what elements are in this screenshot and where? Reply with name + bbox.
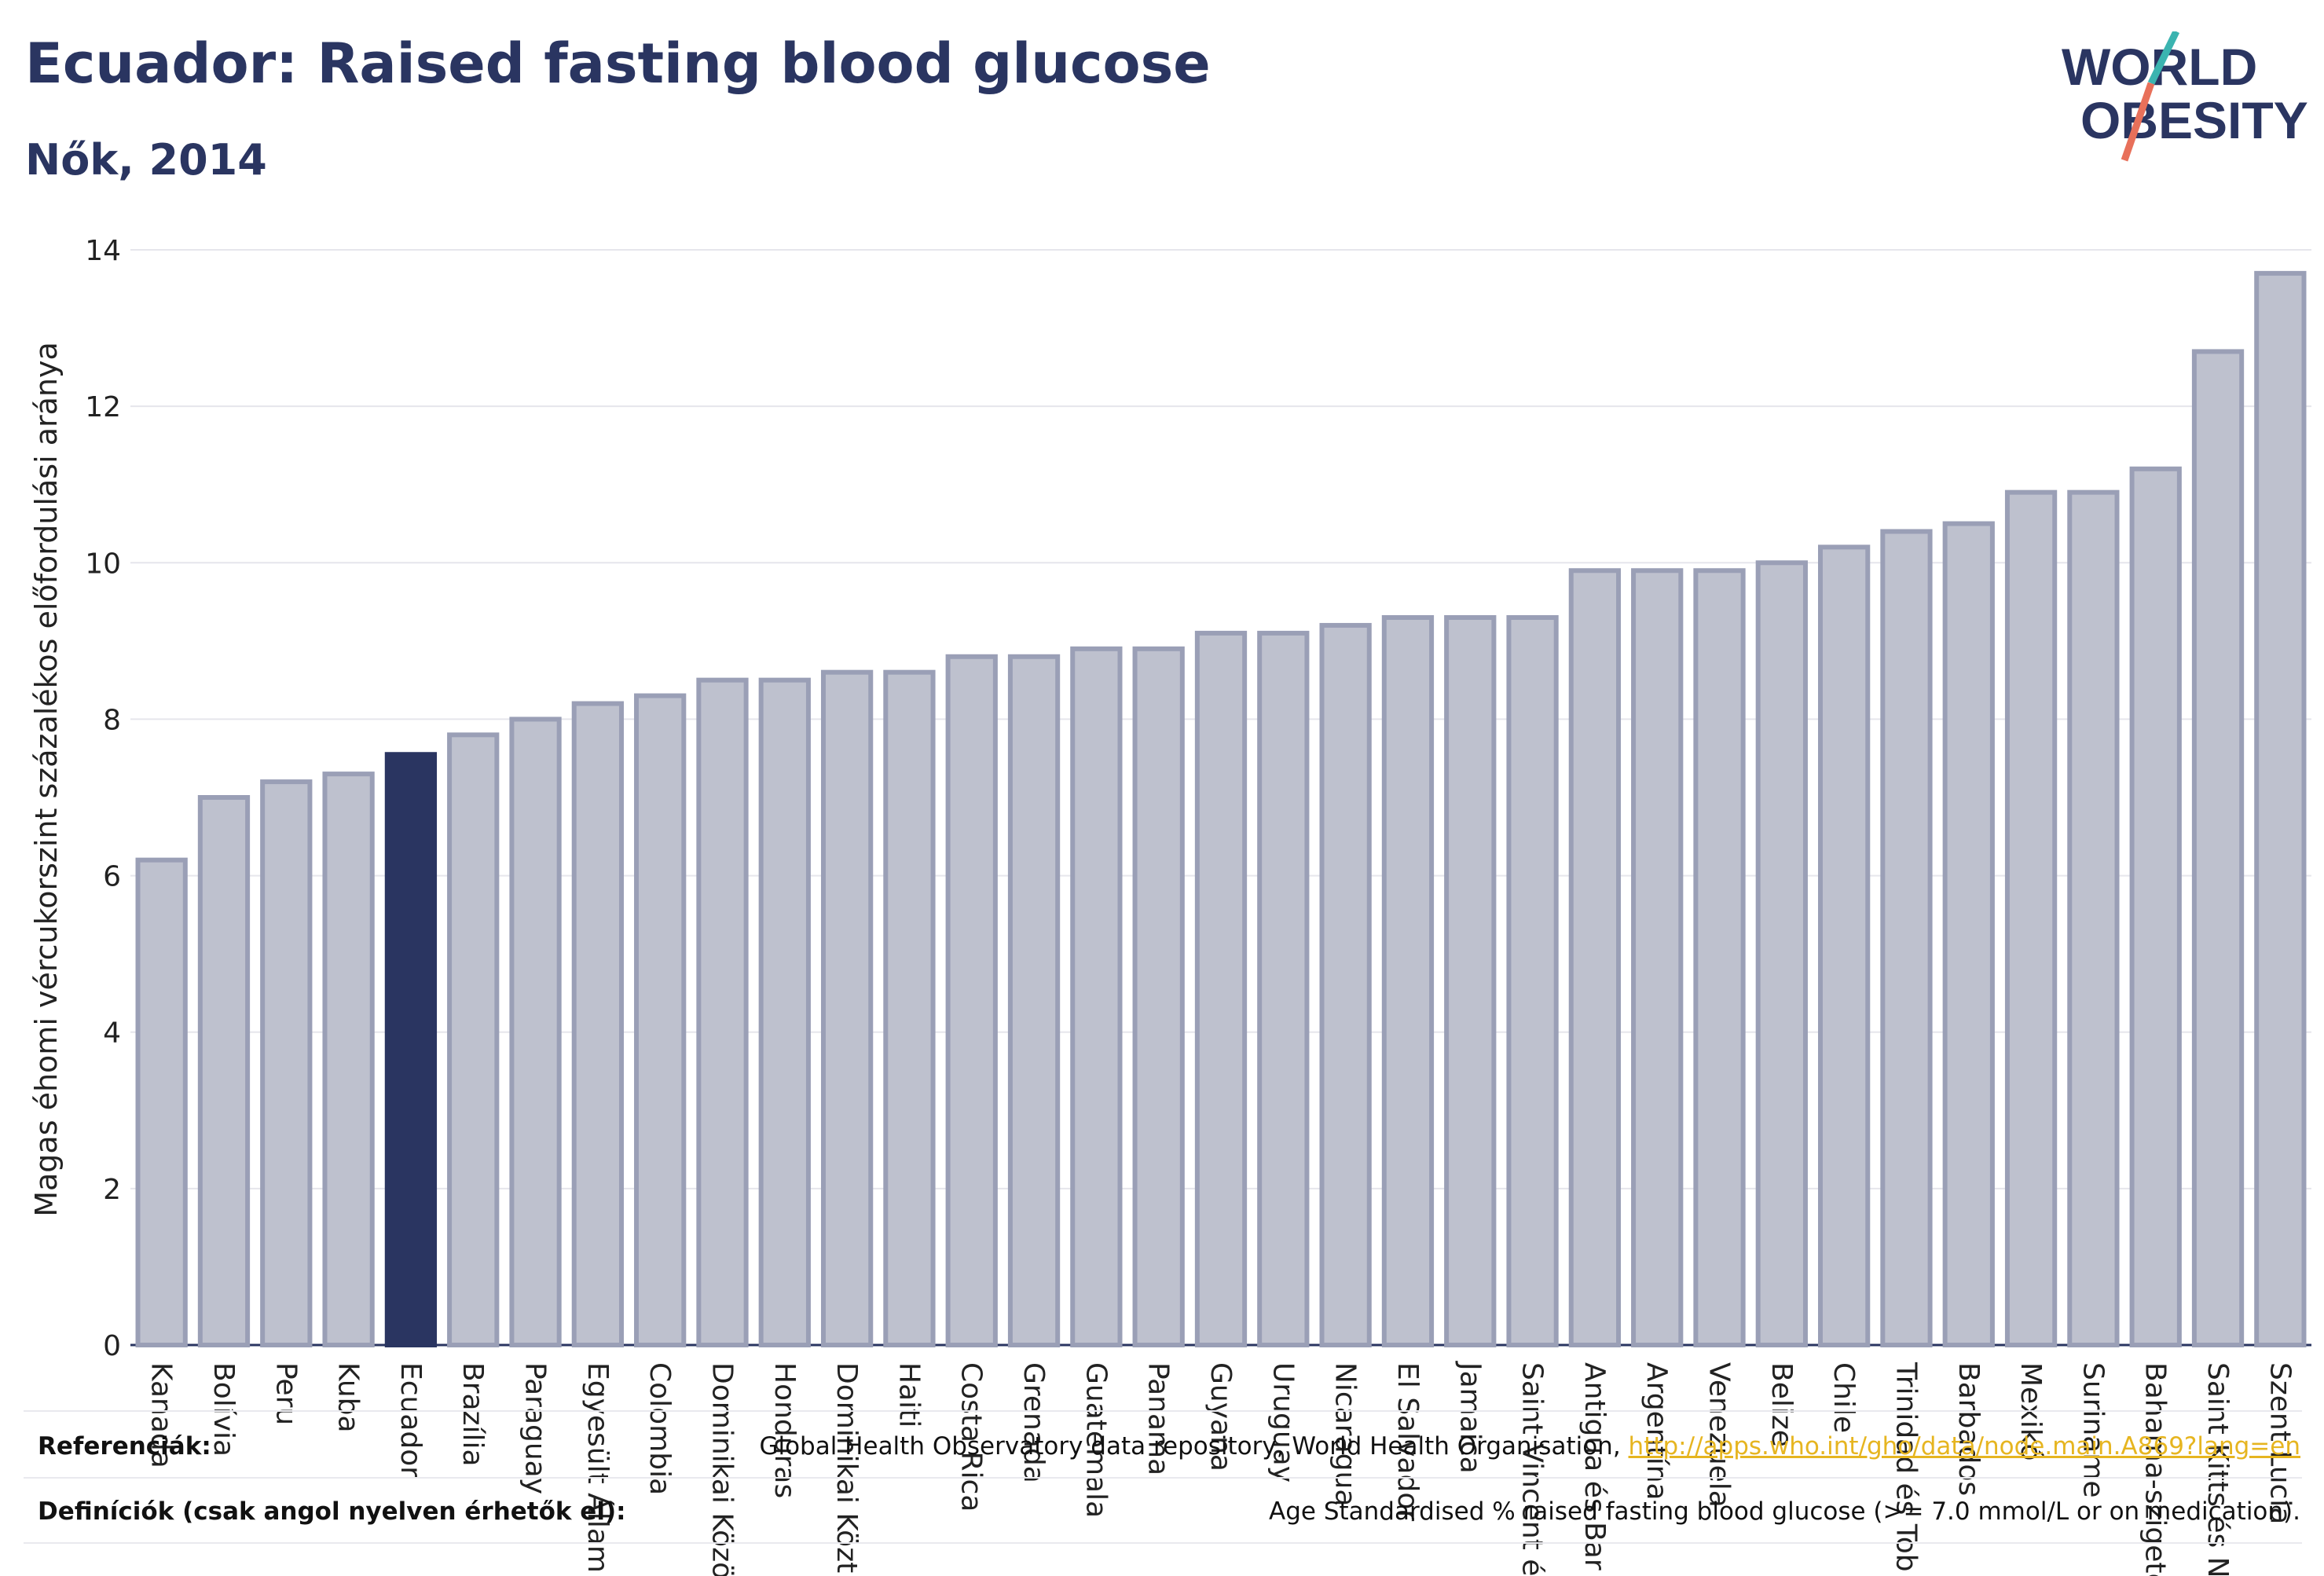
x-tick-label: Peru: [269, 1362, 302, 1425]
bar[interactable]: [820, 669, 874, 1347]
bar[interactable]: [1257, 630, 1310, 1347]
x-tick-label: Grenada: [1017, 1362, 1050, 1483]
x-tick-label: Nicaragua: [1329, 1362, 1362, 1506]
bar[interactable]: [1942, 521, 1995, 1347]
x-tick-label: Panama: [1142, 1362, 1175, 1475]
x-tick-label: El Salvador: [1391, 1362, 1424, 1521]
x-tick-label: Bolívia: [207, 1362, 240, 1457]
x-tick-label: Saint Kitts és N: [2201, 1362, 2234, 1576]
x-tick-label: Dominikai Közt: [830, 1362, 863, 1573]
logo-slash-teal-icon: [2147, 31, 2180, 85]
bar[interactable]: [2191, 349, 2245, 1347]
bar[interactable]: [384, 752, 438, 1347]
bars: [135, 270, 2307, 1348]
footer-divider: [24, 1410, 2302, 1412]
logo-text-obesity: OBESITY: [2080, 91, 2308, 149]
bar[interactable]: [945, 654, 998, 1347]
y-axis-label: Magas éhomi vércukorszint százalékos elő…: [29, 342, 64, 1217]
bar[interactable]: [2129, 466, 2182, 1347]
bar[interactable]: [634, 693, 687, 1347]
bar[interactable]: [1693, 568, 1746, 1347]
x-tick-label: Chile: [1827, 1362, 1860, 1433]
bar[interactable]: [1194, 630, 1248, 1347]
bar[interactable]: [135, 857, 188, 1347]
x-tick-label: Ecuador: [394, 1362, 427, 1478]
y-tick-labels: 0 2 4 6 8 10 12 14: [85, 235, 121, 1362]
y-tick-label: 8: [103, 704, 121, 736]
x-tick-label: Jamaica: [1453, 1361, 1486, 1474]
world-obesity-logo: WORLD OBESITY: [2062, 31, 2308, 162]
x-tick-label: Argentína: [1640, 1362, 1673, 1501]
x-tick-label: Suriname: [2077, 1362, 2109, 1498]
x-tick-label: Haiti: [893, 1362, 925, 1428]
x-tick-label: Barbados: [1952, 1362, 1985, 1496]
bar[interactable]: [1319, 622, 1372, 1347]
definitions-text: Age Standardised % raised fasting blood …: [1269, 1497, 2300, 1526]
bar[interactable]: [1631, 568, 1684, 1347]
x-tick-label: Guyana: [1204, 1362, 1237, 1472]
x-tick-label: Antigua és Bar: [1578, 1362, 1611, 1571]
bar[interactable]: [2254, 270, 2307, 1347]
x-tick-label: Egyesült Állam: [581, 1362, 614, 1573]
x-tick-label: Szent Lucia: [2264, 1362, 2296, 1524]
bar[interactable]: [447, 732, 500, 1347]
y-tick-label: 12: [85, 391, 121, 423]
y-tick-label: 10: [85, 548, 121, 580]
x-tick-label: Guatemala: [1080, 1362, 1112, 1518]
x-tick-label: Belize: [1765, 1362, 1798, 1447]
bar[interactable]: [1506, 614, 1559, 1347]
references-source: Global Health Observatory data repositor…: [759, 1432, 1629, 1461]
bar[interactable]: [696, 677, 749, 1347]
y-tick-label: 0: [103, 1330, 121, 1362]
y-tick-label: 4: [103, 1017, 121, 1050]
x-tick-label: Honduras: [768, 1362, 801, 1498]
x-tick-label: Paraguay: [519, 1362, 552, 1494]
x-tick-label: Brazília: [456, 1362, 489, 1467]
x-tick-label: Dominikai Közö: [706, 1362, 738, 1576]
bar[interactable]: [322, 772, 375, 1347]
bar[interactable]: [1007, 654, 1061, 1347]
references-link[interactable]: http://apps.who.int/gho/data/node.main.A…: [1628, 1432, 2300, 1461]
x-tick-label: Trinidad és Tob: [1890, 1362, 1922, 1572]
bar[interactable]: [1444, 614, 1497, 1347]
bar[interactable]: [1880, 529, 1933, 1347]
bar[interactable]: [2067, 489, 2120, 1348]
x-tick-label: Kanada: [145, 1362, 178, 1468]
bar[interactable]: [197, 795, 251, 1347]
bar[interactable]: [1818, 544, 1871, 1347]
y-tick-label: 6: [103, 861, 121, 893]
x-tick-label: Bahama-szigete: [2139, 1362, 2172, 1576]
bar[interactable]: [758, 677, 811, 1347]
bar[interactable]: [509, 717, 562, 1347]
bar[interactable]: [1568, 568, 1622, 1347]
page-subtitle: Nők, 2014: [25, 135, 267, 185]
bar[interactable]: [571, 701, 624, 1347]
definitions-label: Definíciók (csak angol nyelven érhetők e…: [38, 1497, 626, 1526]
x-tick-label: Uruguay: [1266, 1362, 1299, 1483]
references-text: Global Health Observatory data repositor…: [759, 1432, 2300, 1461]
x-tick-label: Kuba: [332, 1362, 365, 1433]
x-tick-label: Saint Vincent é: [1516, 1362, 1549, 1576]
bar[interactable]: [883, 669, 936, 1347]
x-tick-label: Costa Rica: [955, 1362, 988, 1512]
bar[interactable]: [2004, 489, 2058, 1348]
bar[interactable]: [260, 779, 313, 1347]
bar[interactable]: [1755, 560, 1808, 1347]
bar[interactable]: [1132, 646, 1185, 1347]
logo-slash-coral-icon: [2121, 82, 2155, 162]
x-tick-label: Colombia: [643, 1362, 676, 1495]
y-tick-label: 14: [85, 235, 121, 267]
footer-divider-2: [24, 1477, 2302, 1479]
bar[interactable]: [1070, 646, 1123, 1347]
x-tick-label: Venezuela: [1703, 1362, 1736, 1508]
references-label: Referenciák:: [38, 1432, 211, 1461]
y-tick-label: 2: [103, 1174, 121, 1206]
page-title: Ecuador: Raised fasting blood glucose: [25, 31, 1211, 96]
footer-divider-3: [24, 1542, 2302, 1544]
bar[interactable]: [1381, 614, 1435, 1347]
